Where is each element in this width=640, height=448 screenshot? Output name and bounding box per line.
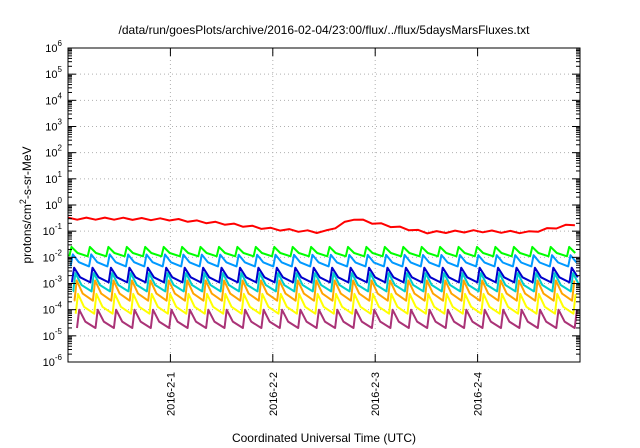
- y-tick-label: 101: [45, 170, 62, 186]
- y-tick-label: 106: [45, 39, 62, 55]
- y-tick-label: 10-3: [43, 275, 63, 291]
- x-tick-label: 2016-2-3: [370, 372, 382, 416]
- y-tick-label: 104: [45, 91, 62, 107]
- y-tick-label: 105: [45, 65, 62, 81]
- y-tick-label: 10-6: [43, 353, 63, 369]
- labels: /data/run/goesPlots/archive/2016-02-04/2…: [18, 23, 530, 445]
- series-line-3: [69, 253, 578, 268]
- x-axis-label: Coordinated Universal Time (UTC): [232, 431, 416, 445]
- series-line-1: [67, 216, 575, 235]
- y-tick-label: 10-2: [43, 248, 63, 264]
- y-tick-label: 10-1: [43, 222, 63, 238]
- series-group: [67, 216, 580, 329]
- series-line-4: [70, 266, 579, 284]
- x-tick-label: 2016-2-1: [165, 372, 177, 416]
- x-tick-label: 2016-2-4: [473, 372, 485, 416]
- y-tick-label: 10-5: [43, 327, 63, 343]
- series-line-5: [72, 272, 580, 293]
- y-tick-label: 100: [45, 196, 62, 212]
- series-line-6: [73, 279, 576, 302]
- ticks: 10-6 10-5 10-4 10-3 10-2 10-1 100 101 102 103 104 1…: [43, 39, 580, 416]
- y-tick-label: 102: [45, 144, 62, 160]
- y-tick-label: 10-4: [43, 301, 63, 317]
- y-tick-label: 103: [45, 118, 62, 134]
- series-line-8: [76, 308, 578, 329]
- chart-title: /data/run/goesPlots/archive/2016-02-04/2…: [119, 23, 531, 37]
- series-line-2: [68, 245, 576, 258]
- grid: [68, 48, 580, 362]
- x-tick-label: 2016-2-2: [268, 372, 280, 416]
- y-axis-label: protons/cm2-s-sr-MeV: [18, 146, 34, 263]
- series-line-7: [74, 292, 577, 315]
